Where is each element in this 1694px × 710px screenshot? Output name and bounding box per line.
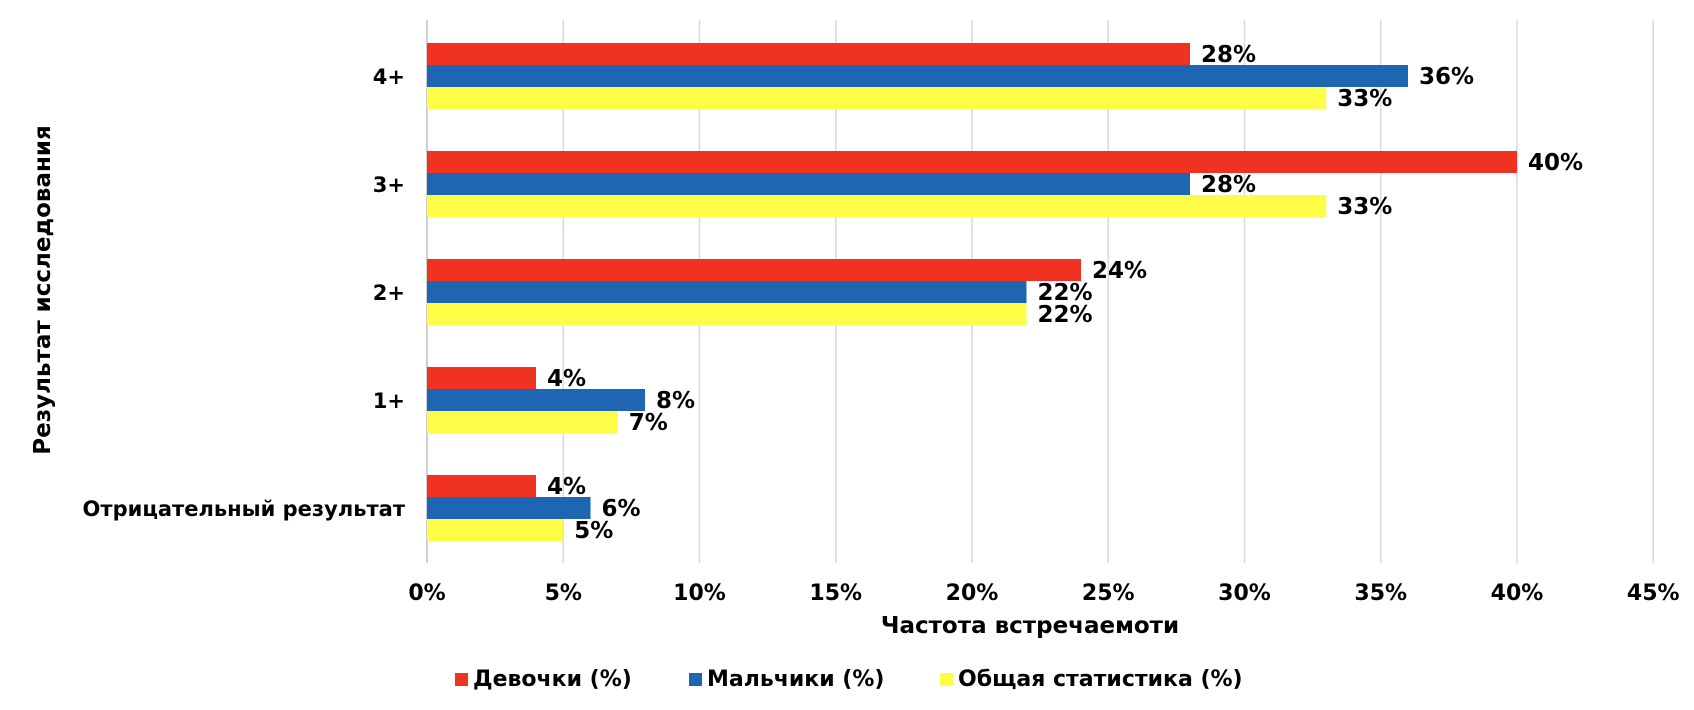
data-label: 28% xyxy=(1201,42,1256,68)
category-label: Отрицательный результат xyxy=(83,497,406,521)
data-label: 8% xyxy=(656,388,695,414)
bars xyxy=(427,43,1517,541)
data-label: 5% xyxy=(574,518,613,544)
legend-label: Мальчики (%) xyxy=(707,667,884,692)
bar xyxy=(427,65,1408,87)
bar xyxy=(427,411,618,433)
category-label: 2+ xyxy=(373,281,405,305)
bar xyxy=(427,497,591,519)
bar xyxy=(427,389,645,411)
bar xyxy=(427,173,1190,195)
category-label: 1+ xyxy=(373,389,405,413)
data-label: 33% xyxy=(1337,194,1392,220)
data-label: 36% xyxy=(1419,64,1474,90)
x-tick-label: 35% xyxy=(1354,581,1407,606)
bar xyxy=(427,519,564,541)
y-axis-title: Результат исследования xyxy=(30,125,56,454)
category-label: 4+ xyxy=(373,65,405,89)
x-tick-label: 40% xyxy=(1491,581,1544,606)
legend: Девочки (%) Мальчики (%) Общая статистика … xyxy=(455,667,1243,692)
data-label: 7% xyxy=(629,410,668,436)
legend-label: Девочки (%) xyxy=(473,667,632,692)
x-tick-label: 10% xyxy=(673,581,726,606)
value-labels: 28%36%33%40%28%33%24%22%22%4%8%7%4%6%5% xyxy=(547,42,1583,544)
x-tick-label: 30% xyxy=(1218,581,1271,606)
x-tick-label: 45% xyxy=(1627,581,1680,606)
bar xyxy=(427,151,1517,173)
data-label: 4% xyxy=(547,366,586,392)
data-label: 22% xyxy=(1038,280,1093,306)
x-tick-label: 20% xyxy=(946,581,999,606)
bar xyxy=(427,195,1327,217)
data-label: 33% xyxy=(1337,86,1392,112)
bar xyxy=(427,87,1327,109)
data-label: 40% xyxy=(1528,150,1583,176)
data-label: 4% xyxy=(547,474,586,500)
x-tick-labels: 0% 5% 10% 15% 20% 25% 30% 35% 40% 45% xyxy=(408,581,1679,606)
category-labels: 4+ 3+ 2+ 1+ Отрицательный результат xyxy=(83,65,406,521)
x-tick-label: 25% xyxy=(1082,581,1135,606)
data-label: 24% xyxy=(1092,258,1147,284)
data-label: 28% xyxy=(1201,172,1256,198)
category-label: 3+ xyxy=(373,173,405,197)
legend-swatch xyxy=(940,673,953,686)
bar xyxy=(427,367,536,389)
x-tick-label: 0% xyxy=(408,581,445,606)
bar xyxy=(427,303,1027,325)
bar xyxy=(427,259,1081,281)
bar xyxy=(427,281,1027,303)
legend-swatch xyxy=(455,673,468,686)
bar xyxy=(427,475,536,497)
bar xyxy=(427,43,1190,65)
legend-swatch xyxy=(689,673,702,686)
x-axis-title: Частота встречаемоти xyxy=(881,613,1179,639)
data-label: 22% xyxy=(1038,302,1093,328)
legend-label: Общая статистика (%) xyxy=(958,667,1243,692)
data-label: 6% xyxy=(602,496,641,522)
x-tick-label: 5% xyxy=(545,581,582,606)
x-tick-label: 15% xyxy=(809,581,862,606)
